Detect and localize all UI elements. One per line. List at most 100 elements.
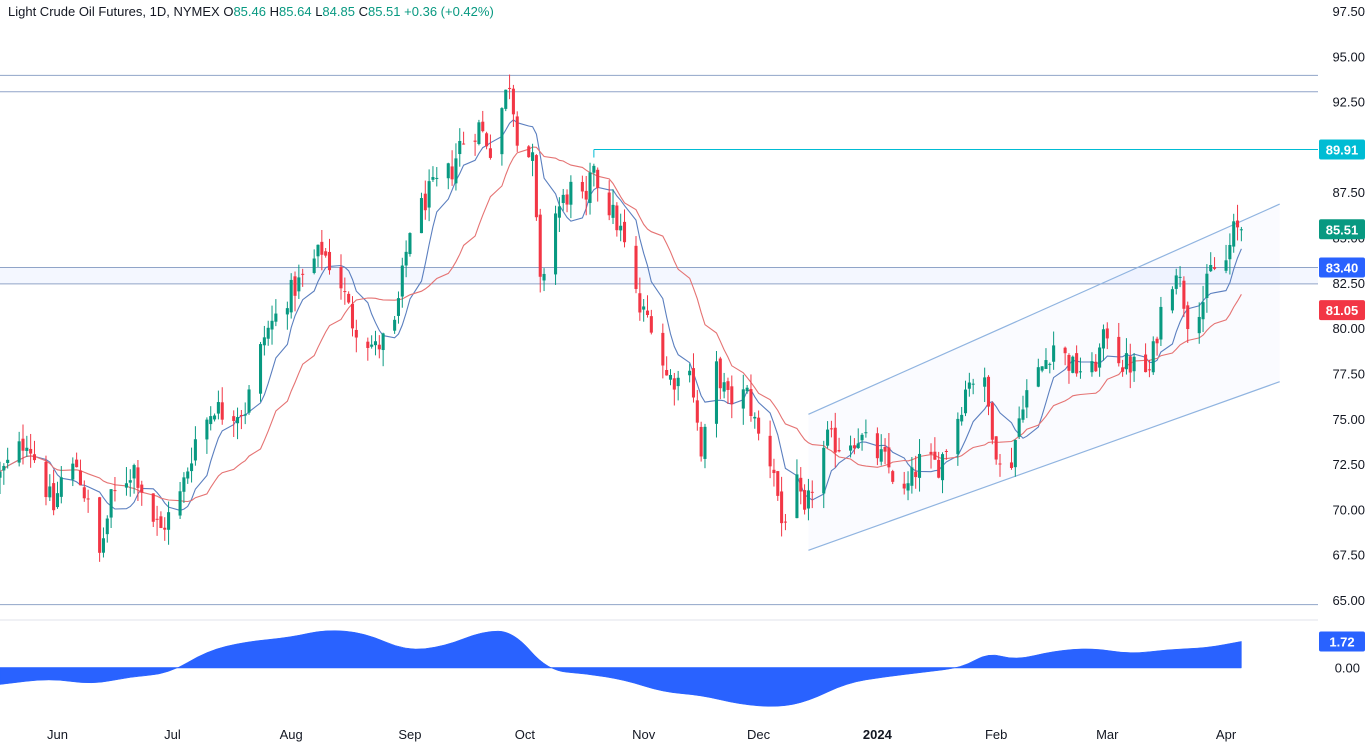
candle-body bbox=[1124, 353, 1128, 370]
candle-body bbox=[1151, 341, 1155, 373]
resistance-line[interactable] bbox=[593, 149, 1318, 158]
chart-legend: Light Crude Oil Futures, 1D, NYMEX O85.4… bbox=[8, 4, 494, 19]
candle-body bbox=[1209, 265, 1213, 272]
candle-body bbox=[879, 449, 883, 462]
candle-body bbox=[193, 439, 197, 461]
candle-body bbox=[132, 465, 136, 479]
candle-body bbox=[485, 133, 489, 147]
candle-body bbox=[1025, 390, 1029, 408]
candle-body bbox=[753, 416, 757, 419]
candle-body bbox=[822, 447, 826, 494]
candle-body bbox=[1186, 305, 1190, 330]
moving-averages bbox=[0, 119, 1242, 511]
candle-body bbox=[1178, 276, 1182, 278]
candle-body bbox=[638, 293, 642, 313]
candle-body bbox=[741, 389, 745, 409]
candle-body bbox=[875, 433, 879, 459]
candle-body bbox=[745, 387, 749, 392]
candle-body bbox=[243, 414, 247, 416]
candles bbox=[0, 74, 1243, 562]
candle-body bbox=[0, 472, 2, 478]
candle-body bbox=[136, 467, 140, 488]
candle-body bbox=[213, 415, 217, 420]
candle-body bbox=[554, 213, 558, 275]
candle-body bbox=[393, 319, 397, 331]
candle-body bbox=[151, 493, 155, 522]
oscillator-area bbox=[0, 630, 1242, 707]
candle-body bbox=[1170, 289, 1174, 311]
candle-body bbox=[500, 108, 504, 155]
y-tick-label: 82.50 bbox=[1332, 276, 1365, 291]
candle-body bbox=[1075, 353, 1079, 374]
candle-body bbox=[232, 416, 236, 421]
candle-body bbox=[1048, 363, 1052, 365]
candle-body bbox=[688, 370, 692, 376]
ascending-channel[interactable] bbox=[808, 203, 1280, 551]
candle-body bbox=[98, 497, 102, 553]
y-tick-label: 97.50 bbox=[1332, 4, 1365, 19]
candle-body bbox=[960, 414, 964, 422]
candle-body bbox=[343, 291, 347, 293]
candle-body bbox=[1147, 369, 1151, 371]
y-tick-label: 70.00 bbox=[1332, 502, 1365, 517]
candle-body bbox=[236, 417, 240, 424]
candle-body bbox=[435, 177, 439, 179]
candle-body bbox=[186, 471, 190, 479]
x-tick-label: Nov bbox=[632, 727, 656, 742]
candle-body bbox=[611, 204, 615, 218]
y-tick-label: 87.50 bbox=[1332, 185, 1365, 200]
candle-body bbox=[1078, 371, 1082, 373]
candle-body bbox=[929, 451, 933, 455]
candle-body bbox=[350, 303, 355, 329]
candle-body bbox=[190, 463, 194, 472]
y-tick-label: 77.50 bbox=[1332, 366, 1365, 381]
channel-upper-line[interactable] bbox=[808, 203, 1280, 415]
candle-body bbox=[220, 402, 224, 420]
oscillator-badge bbox=[1319, 631, 1365, 652]
candle-body bbox=[1044, 360, 1048, 369]
candle-body bbox=[320, 241, 324, 255]
candle-body bbox=[450, 166, 454, 180]
candle-body bbox=[128, 480, 132, 483]
candle-body bbox=[776, 471, 780, 496]
low-label: L bbox=[315, 4, 323, 19]
candle-body bbox=[990, 402, 994, 440]
channel-lower-line[interactable] bbox=[808, 381, 1280, 551]
candle-body bbox=[718, 358, 722, 389]
candle-body bbox=[852, 445, 856, 449]
price-badge bbox=[1319, 219, 1365, 240]
open-value: 85.46 bbox=[233, 4, 266, 19]
candle-body bbox=[772, 469, 776, 474]
candle-body bbox=[504, 89, 508, 109]
candle-body bbox=[78, 470, 82, 486]
candle-body bbox=[1071, 356, 1075, 373]
time-axis[interactable]: Jun Jul Aug Sep Oct Nov Dec 2024 Feb Mar Apr bbox=[47, 727, 1237, 742]
candle-body bbox=[270, 320, 274, 330]
candle-body bbox=[695, 400, 699, 423]
x-tick-label: Oct bbox=[515, 727, 536, 742]
x-tick-label: Aug bbox=[280, 727, 303, 742]
candle-body bbox=[937, 459, 941, 478]
y-tick-label: 72.50 bbox=[1332, 457, 1365, 472]
candle-body bbox=[588, 172, 592, 203]
candle-body bbox=[454, 158, 458, 184]
candle-body bbox=[580, 181, 584, 192]
candle-body bbox=[25, 447, 29, 451]
candle-body bbox=[327, 251, 332, 271]
candle-body bbox=[105, 518, 109, 535]
price-badge bbox=[1319, 300, 1365, 321]
candle-body bbox=[1228, 244, 1232, 260]
candle-body bbox=[1052, 345, 1056, 362]
candle-body bbox=[833, 427, 837, 453]
candle-body bbox=[699, 426, 703, 457]
y-tick-label: 80.00 bbox=[1332, 321, 1365, 336]
candle-body bbox=[810, 491, 814, 493]
candle-body bbox=[488, 148, 492, 158]
candle-body bbox=[113, 490, 117, 492]
y-tick-label: 65.00 bbox=[1332, 593, 1365, 608]
candle-body bbox=[297, 277, 301, 292]
candle-body bbox=[645, 310, 650, 316]
oscillator-zero-label: 0.00 bbox=[1335, 661, 1360, 676]
